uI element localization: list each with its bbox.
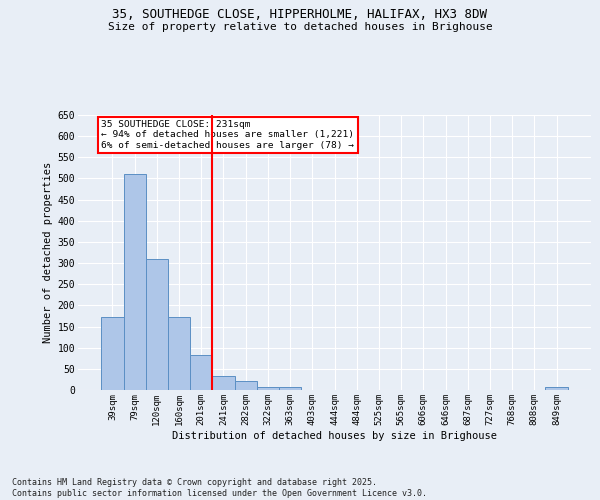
Y-axis label: Number of detached properties: Number of detached properties <box>43 162 53 343</box>
Bar <box>190 356 212 390</box>
Bar <box>235 381 257 390</box>
Text: 35, SOUTHEDGE CLOSE, HIPPERHOLME, HALIFAX, HX3 8DW: 35, SOUTHEDGE CLOSE, HIPPERHOLME, HALIFA… <box>113 8 487 20</box>
Bar <box>279 386 301 390</box>
X-axis label: Distribution of detached houses by size in Brighouse: Distribution of detached houses by size … <box>172 430 497 440</box>
Bar <box>257 386 279 390</box>
Bar <box>212 376 235 390</box>
Bar <box>168 317 190 390</box>
Bar <box>124 174 146 390</box>
Bar <box>146 260 168 390</box>
Text: Contains HM Land Registry data © Crown copyright and database right 2025.
Contai: Contains HM Land Registry data © Crown c… <box>12 478 427 498</box>
Bar <box>101 317 124 390</box>
Text: Size of property relative to detached houses in Brighouse: Size of property relative to detached ho… <box>107 22 493 32</box>
Text: 35 SOUTHEDGE CLOSE: 231sqm
← 94% of detached houses are smaller (1,221)
6% of se: 35 SOUTHEDGE CLOSE: 231sqm ← 94% of deta… <box>101 120 355 150</box>
Bar <box>545 388 568 390</box>
